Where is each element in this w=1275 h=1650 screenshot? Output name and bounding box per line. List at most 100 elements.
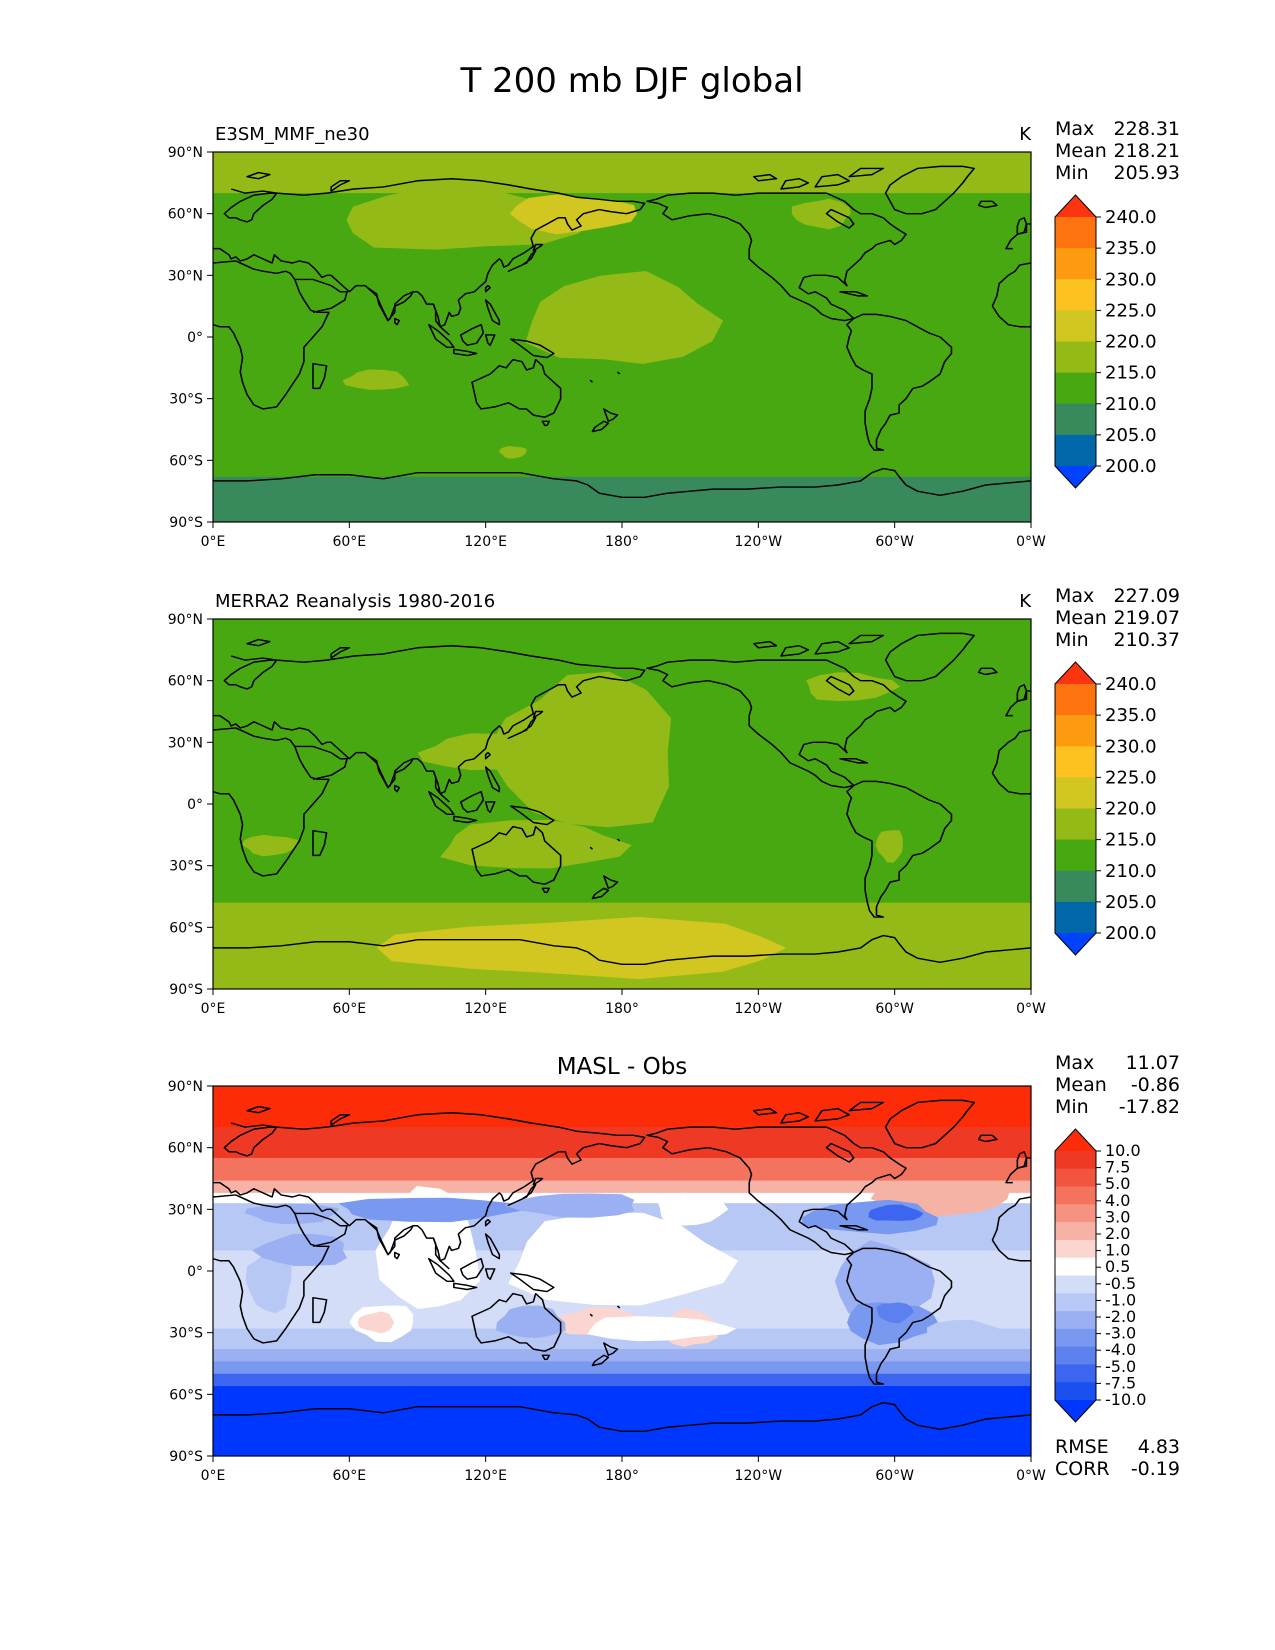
stat-value: 227.09 <box>1114 585 1180 607</box>
map-field-1 <box>213 152 1031 522</box>
colorbar-segment <box>1055 217 1096 249</box>
map-field-2 <box>213 619 1031 989</box>
contour-region <box>875 247 1014 289</box>
colorbar-segment <box>1055 808 1096 841</box>
stat-label: Mean <box>1055 1074 1107 1096</box>
lat-tick-label: 0° <box>187 330 203 346</box>
colorbar-tick-label: 3.0 <box>1105 1207 1130 1226</box>
colorbar-tick-label: -10.0 <box>1105 1390 1146 1409</box>
lon-tick-label: 0°E <box>201 534 226 550</box>
stat-value: 228.31 <box>1114 118 1180 140</box>
stat-value: -0.86 <box>1131 1074 1180 1096</box>
colorbar-extend-low <box>1055 466 1096 488</box>
colorbar-tick-label: 215.0 <box>1105 363 1157 384</box>
lat-tick-label: 30°S <box>169 392 203 408</box>
stats-3: Max 11.07 Mean -0.86 Min -17.82 <box>1055 1052 1180 1118</box>
stat-label: Mean <box>1055 140 1107 162</box>
lon-tick-label: 0°E <box>201 1468 226 1484</box>
colorbar-segment <box>1055 1186 1096 1205</box>
colorbar-segment <box>1055 1346 1096 1365</box>
colorbar-segment <box>1055 901 1096 934</box>
colorbar-tick-label: -7.5 <box>1105 1373 1136 1392</box>
metrics-3: RMSE 4.83 CORR -0.19 <box>1055 1436 1180 1480</box>
contour-region <box>876 1302 914 1324</box>
lon-tick-label: 0°W <box>1016 1468 1046 1484</box>
lat-tick-label: 30°S <box>169 859 203 875</box>
colorbar-tick-label: -4.0 <box>1105 1340 1136 1359</box>
colorbar-tick-label: 210.0 <box>1105 394 1157 415</box>
lon-tick-label: 60°E <box>332 1001 366 1017</box>
stats-1: Max 228.31 Mean 218.21 Min 205.93 <box>1055 118 1180 184</box>
colorbar-tick-label: 205.0 <box>1105 892 1157 913</box>
colorbar-tick-label: 240.0 <box>1105 207 1157 228</box>
contour-region <box>508 1212 739 1306</box>
colorbar-segment <box>1055 248 1096 280</box>
colorbar-segment <box>1055 341 1096 374</box>
contour-region <box>245 1249 292 1314</box>
colorbar-tick-label: -1.0 <box>1105 1290 1136 1309</box>
lat-tick-label: 60°N <box>168 674 203 690</box>
lon-tick-label: 120°E <box>464 1468 507 1484</box>
stat-value: 210.37 <box>1114 629 1180 651</box>
colorbar-tick-label: 220.0 <box>1105 332 1157 353</box>
metric-label: RMSE <box>1055 1436 1109 1458</box>
contour-region <box>791 198 851 230</box>
lat-tick-label: 0° <box>187 797 203 813</box>
colorbar-tick-label: 215.0 <box>1105 830 1157 851</box>
stat-value: 218.21 <box>1114 140 1180 162</box>
stat-label: Min <box>1055 1096 1089 1118</box>
lat-tick-label: 60°S <box>169 1387 203 1403</box>
panel-units-1: K <box>1019 124 1032 145</box>
lon-tick-label: 0°W <box>1016 1001 1046 1017</box>
contour-region <box>417 733 551 771</box>
colorbar-tick-label: 4.0 <box>1105 1191 1130 1210</box>
contour-region <box>587 1316 737 1342</box>
lat-tick-label: 90°N <box>168 612 203 628</box>
lon-tick-label: 60°E <box>332 534 366 550</box>
lon-tick-label: 120°E <box>464 1001 507 1017</box>
zonal-band <box>213 476 1031 522</box>
contour-region <box>834 1240 935 1320</box>
colorbar-segment <box>1055 684 1096 716</box>
contour-region <box>377 916 787 980</box>
colorbar-tick-label: 210.0 <box>1105 861 1157 882</box>
panel-title-2: MERRA2 Reanalysis 1980-2016 <box>215 591 495 612</box>
zonal-band <box>213 1157 1031 1182</box>
colorbar-tick-label: 230.0 <box>1105 269 1157 290</box>
colorbar-tick-label: -0.5 <box>1105 1274 1136 1293</box>
colorbar-segment <box>1055 777 1096 809</box>
stat-label: Max <box>1055 585 1094 607</box>
stat-label: Max <box>1055 118 1094 140</box>
contour-region <box>357 1311 395 1334</box>
lat-tick-label: 30°N <box>168 268 203 284</box>
stat-label: Mean <box>1055 607 1107 629</box>
colorbar-tick-label: 0.5 <box>1105 1257 1130 1276</box>
panel-1: E3SM_MMF_ne30 K 90°N 60°N 30°N 0° 30°S 60°S 90… <box>168 118 1180 550</box>
colorbar-extend-high <box>1055 662 1096 684</box>
lon-tick-label: 180° <box>605 534 639 550</box>
panel-title-1: E3SM_MMF_ne30 <box>215 124 370 145</box>
colorbar-segment <box>1055 1168 1096 1188</box>
zonal-band <box>213 1349 1031 1363</box>
colorbar-segment <box>1055 1275 1096 1294</box>
colorbar-tick-label: 205.0 <box>1105 425 1157 446</box>
lat-tick-label: 60°N <box>168 207 203 223</box>
colorbar-segment <box>1055 715 1096 747</box>
lon-tick-label: 120°W <box>735 534 783 550</box>
contour-region <box>806 672 901 702</box>
colorbar-segment <box>1055 1293 1096 1312</box>
colorbar-tick-label: 240.0 <box>1105 674 1157 695</box>
colorbar-segment <box>1055 1257 1096 1276</box>
stat-label: Min <box>1055 162 1089 184</box>
colorbar-segment <box>1055 746 1096 778</box>
colorbar-extend-high <box>1055 1129 1096 1151</box>
contour-region <box>242 834 298 857</box>
contour-region <box>499 446 527 459</box>
lat-tick-label: 90°N <box>168 145 203 161</box>
colorbar-segment <box>1055 434 1096 467</box>
lon-tick-label: 60°W <box>875 1468 914 1484</box>
colorbar-segment <box>1055 403 1096 436</box>
zonal-band <box>213 1086 1031 1128</box>
lon-tick-label: 60°W <box>875 534 914 550</box>
